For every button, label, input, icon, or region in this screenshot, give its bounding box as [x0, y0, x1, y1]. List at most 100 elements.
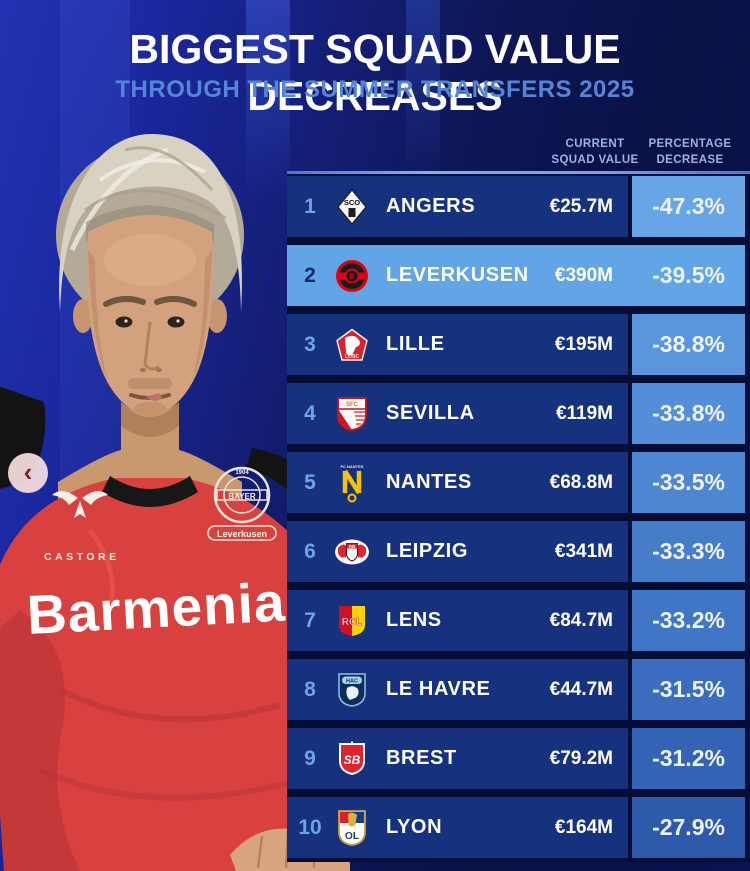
- row-divider: [628, 245, 632, 306]
- percentage-cell: -31.5%: [632, 659, 745, 720]
- row-divider: [628, 314, 632, 375]
- jersey-sponsor-label: Barmenia: [25, 571, 287, 646]
- squad-value: €84.7M: [549, 609, 613, 631]
- row-divider: [628, 383, 632, 444]
- row-divider: [628, 590, 632, 651]
- row-main: 5 FC NANTES NANTES €68.8M: [287, 452, 628, 513]
- table-row: 5 FC NANTES NANTES €68.8M -33.5%: [287, 452, 750, 513]
- table-row: 6 RB LEIPZIG €341M -33.3%: [287, 521, 750, 582]
- rank-label: 3: [304, 332, 316, 356]
- row-divider: [628, 797, 632, 858]
- squad-value: €119M: [555, 402, 613, 424]
- table-row: 8 HAC LE HAVRE €44.7M -31.5%: [287, 659, 750, 720]
- castore-logo-icon: [52, 491, 108, 518]
- rank-label: 8: [304, 677, 316, 701]
- squad-value: €68.8M: [549, 471, 613, 493]
- percentage-cell: -31.2%: [632, 728, 745, 789]
- col-header-squad-value: CURRENT SQUAD VALUE: [551, 138, 639, 166]
- rank-label: 2: [304, 263, 316, 287]
- svg-text:RCL: RCL: [342, 617, 363, 628]
- percentage-cell: -39.5%: [632, 245, 745, 306]
- table-row: 10 OL LYON €164M -27.9%: [287, 797, 750, 858]
- squad-value: €25.7M: [549, 195, 613, 217]
- chevron-left-icon: ‹: [23, 456, 33, 487]
- castore-brand-label: CASTORE: [44, 551, 120, 563]
- squad-value: €44.7M: [549, 678, 613, 700]
- club-name: LEVERKUSEN: [386, 264, 529, 286]
- percentage-cell: -33.8%: [632, 383, 745, 444]
- table-row: 2 B LEVERKUSEN €390M -39.5%: [287, 245, 750, 306]
- brest-crest-icon: SB: [333, 738, 371, 780]
- rank-label: 4: [304, 401, 316, 425]
- row-main: 2 B LEVERKUSEN €390M: [287, 245, 628, 306]
- percentage-value: -33.2%: [652, 607, 725, 633]
- club-name: LE HAVRE: [386, 678, 491, 700]
- percentage-value: -27.9%: [652, 814, 725, 840]
- bayer-crest-icon: BAYER 1904 Leverkusen: [207, 466, 277, 541]
- club-name: SEVILLA: [386, 402, 475, 424]
- club-name: NANTES: [386, 471, 472, 493]
- svg-text:FC NANTES: FC NANTES: [341, 464, 364, 469]
- percentage-value: -33.5%: [652, 469, 725, 495]
- row-main: 6 RB LEIPZIG €341M: [287, 521, 628, 582]
- percentage-value: -38.8%: [652, 331, 725, 357]
- svg-text:LOSC: LOSC: [345, 354, 359, 360]
- row-main: 7 RCL LENS €84.7M: [287, 590, 628, 651]
- club-name: ANGERS: [386, 195, 476, 217]
- lyon-crest-icon: OL: [333, 807, 371, 849]
- percentage-value: -33.3%: [652, 538, 725, 564]
- percentage-cell: -33.3%: [632, 521, 745, 582]
- club-name: LEIPZIG: [386, 540, 468, 562]
- percentage-cell: -38.8%: [632, 314, 745, 375]
- row-divider: [628, 452, 632, 513]
- bayer-crest-year: 1904: [235, 470, 249, 476]
- leipzig-crest-icon: RB: [333, 531, 371, 573]
- rank-label: 5: [304, 470, 316, 494]
- col-header-decrease: PERCENTAGE DECREASE: [648, 138, 732, 166]
- row-main: 9 SB BREST €79.2M: [287, 728, 628, 789]
- page-subtitle: THROUGH THE SUMMER TRANSFERS 2025: [115, 76, 635, 103]
- rank-label: 10: [298, 815, 322, 839]
- rank-label: 6: [304, 539, 316, 563]
- squad-value: €195M: [554, 333, 613, 355]
- svg-text:B: B: [349, 273, 354, 280]
- table-row: 4 SFC SEVILLA €119M -33.8%: [287, 383, 750, 444]
- row-divider: [628, 521, 632, 582]
- table-row: 3 LOSC LILLE €195M -38.8%: [287, 314, 750, 375]
- row-divider: [628, 659, 632, 720]
- percentage-value: -47.3%: [652, 193, 725, 219]
- squad-value: €79.2M: [549, 747, 613, 769]
- percentage-value: -31.5%: [652, 676, 725, 702]
- svg-text:SFC: SFC: [346, 402, 359, 408]
- row-main: 10 OL LYON €164M: [287, 797, 628, 858]
- percentage-cell: -27.9%: [632, 797, 745, 858]
- row-main: 1 SCO ANGERS €25.7M: [287, 176, 628, 237]
- squad-value: €164M: [554, 816, 613, 838]
- lille-crest-icon: LOSC: [333, 324, 371, 366]
- leverkusen-crest-icon: B: [333, 255, 371, 297]
- club-name: BREST: [386, 747, 457, 769]
- player-jersey: [0, 478, 350, 871]
- rank-label: 1: [304, 194, 316, 218]
- sevilla-crest-icon: SFC: [333, 393, 371, 435]
- rank-label: 7: [304, 608, 316, 632]
- svg-text:SB: SB: [344, 753, 361, 767]
- angers-crest-icon: SCO: [333, 186, 371, 228]
- svg-text:OL: OL: [345, 831, 359, 842]
- table-row: 7 RCL LENS €84.7M -33.2%: [287, 590, 750, 651]
- table-row: 1 SCO ANGERS €25.7M -47.3%: [287, 176, 750, 237]
- percentage-value: -31.2%: [652, 745, 725, 771]
- bayer-crest-banner: Leverkusen: [217, 529, 267, 539]
- percentage-cell: -33.5%: [632, 452, 745, 513]
- percentage-value: -33.8%: [652, 400, 725, 426]
- carousel-prev-button[interactable]: ‹: [8, 453, 48, 493]
- table-row: 9 SB BREST €79.2M -31.2%: [287, 728, 750, 789]
- lens-crest-icon: RCL: [333, 600, 371, 642]
- table-top-line: [287, 171, 750, 174]
- row-main: 4 SFC SEVILLA €119M: [287, 383, 628, 444]
- page-title: BIGGEST SQUAD VALUE DECREASES: [129, 26, 621, 119]
- svg-text:SCO: SCO: [344, 198, 360, 207]
- bayer-crest-title: BAYER: [228, 492, 255, 501]
- row-divider: [628, 176, 632, 237]
